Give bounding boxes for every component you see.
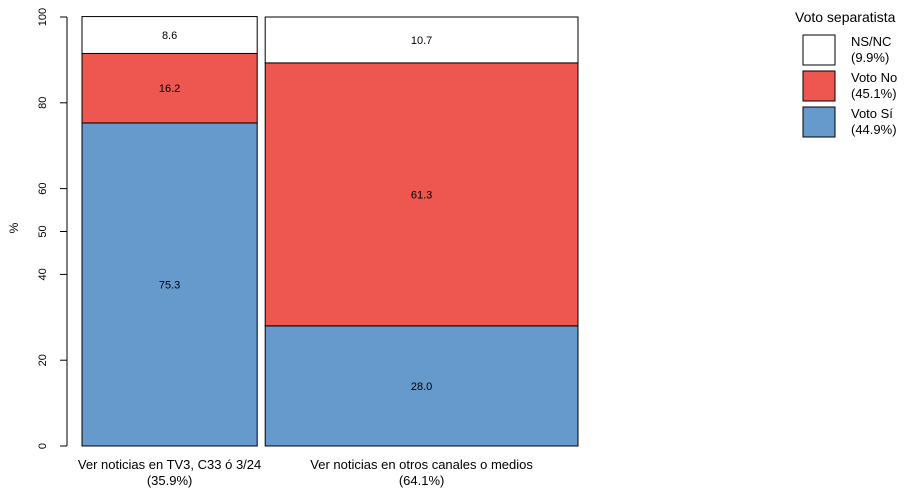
legend-swatch bbox=[802, 34, 836, 66]
y-tick-label: 60 bbox=[37, 182, 49, 194]
segment-value-label: 10.7 bbox=[411, 35, 432, 47]
y-tick-label: 80 bbox=[37, 97, 49, 109]
bar-segment bbox=[81, 122, 258, 447]
y-axis-label: % bbox=[7, 222, 21, 233]
y-tick-label: 0 bbox=[37, 443, 49, 449]
legend-share: (45.1%) bbox=[851, 86, 897, 101]
segment-value-label: 8.6 bbox=[162, 30, 177, 42]
legend-swatch bbox=[802, 70, 836, 102]
category-share-label: (64.1%) bbox=[399, 473, 445, 488]
segment-value-label: 16.2 bbox=[159, 83, 180, 95]
segment-labels-layer: 75.3 16.2 8.6 28.0 61.3 10.7 bbox=[159, 30, 432, 393]
legend-title: Voto separatista bbox=[795, 9, 896, 25]
bar-segment bbox=[81, 52, 258, 124]
legend: Voto separatista NS/NC(9.9%) Voto No(45.1%… bbox=[795, 9, 897, 138]
y-tick-label: 20 bbox=[37, 354, 49, 366]
bar-segment bbox=[264, 325, 579, 447]
y-axis: 0 20 40 50 60 80 100 bbox=[37, 8, 68, 449]
y-tick-label: 50 bbox=[37, 225, 49, 237]
legend-share: (9.9%) bbox=[851, 50, 889, 65]
legend-swatch bbox=[802, 106, 836, 138]
segment-value-label: 28.0 bbox=[411, 381, 432, 393]
bar-segment bbox=[81, 16, 258, 54]
category-share-label: (35.9%) bbox=[147, 473, 193, 488]
legend-share: (44.9%) bbox=[851, 122, 897, 137]
bar-segment bbox=[264, 62, 579, 327]
segment-value-label: 61.3 bbox=[411, 189, 432, 201]
legend-label: Voto Sí bbox=[851, 106, 893, 121]
x-axis-labels: Ver noticias en TV3, C33 ó 3/24(35.9%) Ve… bbox=[78, 457, 533, 488]
y-tick-label: 100 bbox=[37, 8, 49, 26]
y-tick-label: 40 bbox=[37, 268, 49, 280]
segment-value-label: 75.3 bbox=[159, 279, 180, 291]
legend-label: Voto No bbox=[851, 70, 897, 85]
bars-layer bbox=[81, 16, 579, 447]
category-label: Ver noticias en otros canales o medios bbox=[310, 457, 533, 472]
category-label: Ver noticias en TV3, C33 ó 3/24 bbox=[78, 457, 261, 472]
bar-segment bbox=[264, 16, 579, 64]
legend-label: NS/NC bbox=[851, 34, 891, 49]
